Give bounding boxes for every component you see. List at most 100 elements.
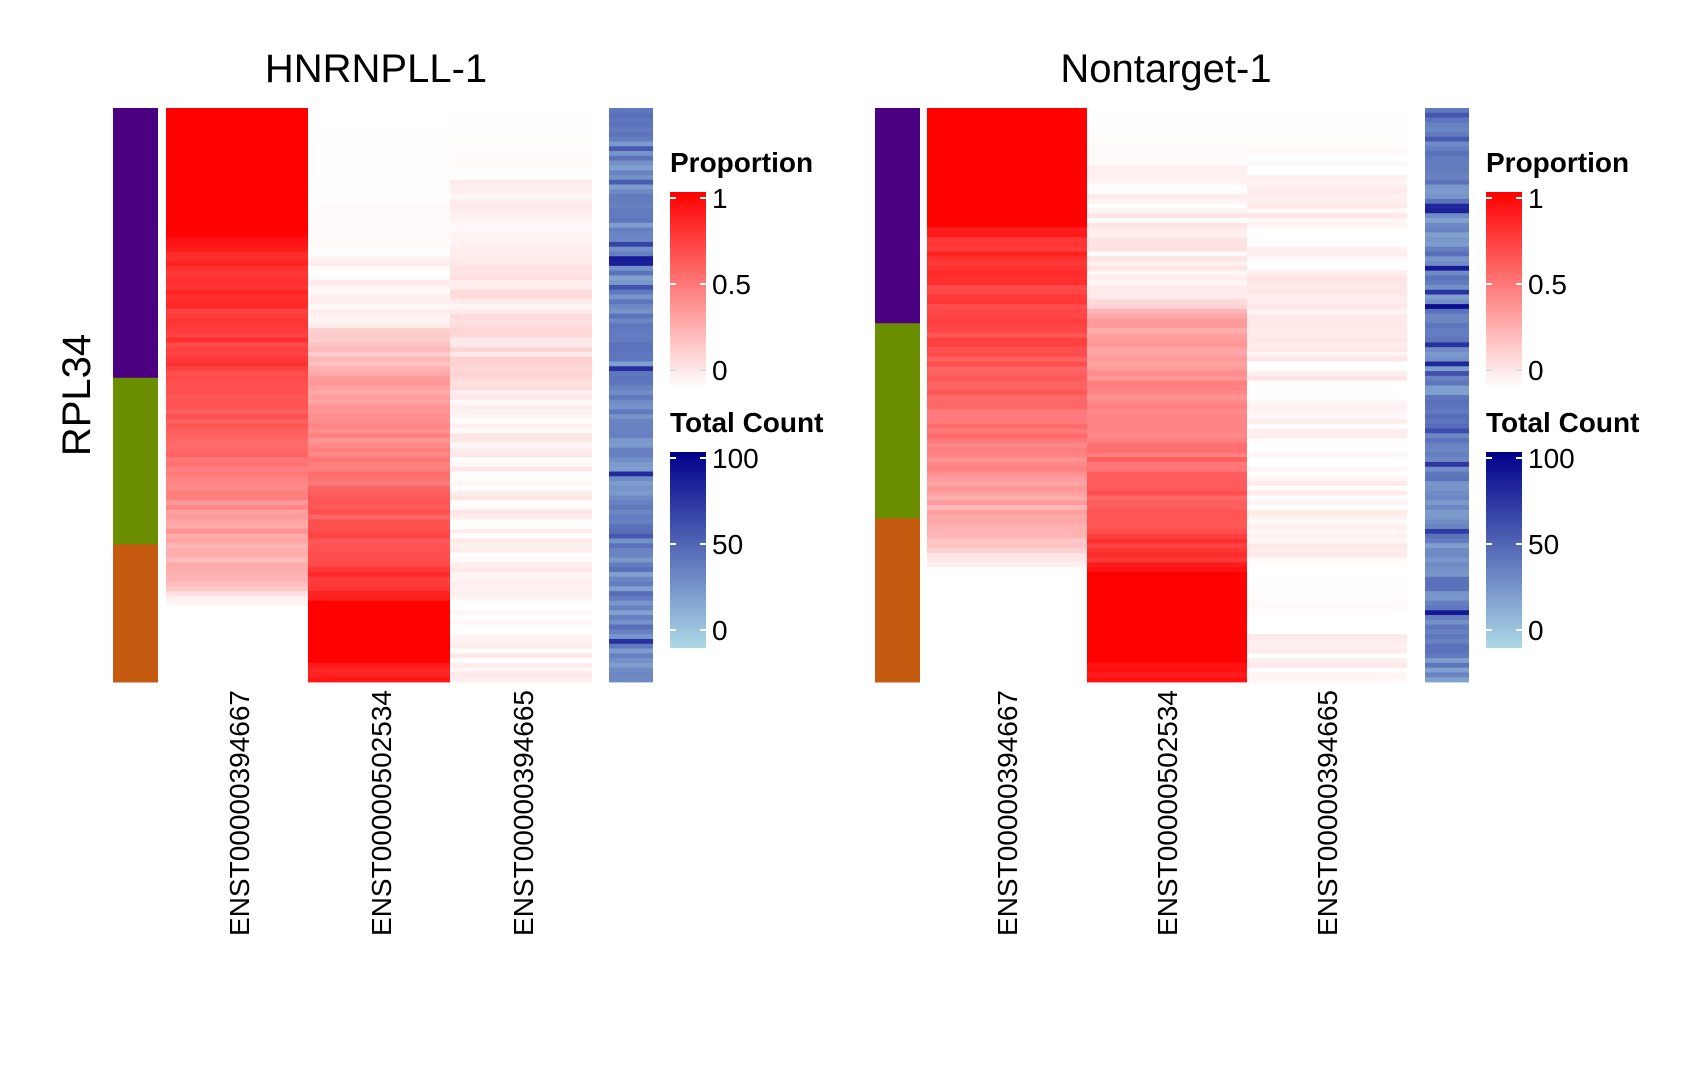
- count-cell: [609, 552, 653, 559]
- count-cell: [609, 203, 653, 209]
- count-cell: [1425, 615, 1469, 621]
- count-cell: [609, 184, 653, 190]
- heatmap-cell: [308, 605, 450, 611]
- heatmap-cell: [1087, 203, 1247, 209]
- count-cell: [609, 615, 653, 621]
- heatmap-cell: [450, 595, 592, 602]
- heatmap-cell: [166, 414, 308, 420]
- heatmap-cell: [308, 213, 450, 219]
- heatmap-cell: [927, 538, 1087, 544]
- count-cell: [609, 198, 653, 205]
- count-cell: [609, 605, 653, 611]
- heatmap-cell: [450, 457, 592, 463]
- count-cell: [1425, 380, 1469, 386]
- heatmap-cell: [1087, 672, 1247, 678]
- count-cell: [1425, 409, 1469, 415]
- count-cell: [609, 189, 653, 195]
- heatmap-cell: [1247, 146, 1407, 152]
- heatmap-cell: [1087, 385, 1247, 391]
- heatmap-cell: [1247, 380, 1407, 386]
- heatmap-cell: [308, 251, 450, 257]
- heatmap-cell: [1087, 533, 1247, 539]
- count-cell: [609, 452, 653, 458]
- heatmap-cell: [1087, 662, 1247, 669]
- heatmap-cell: [450, 605, 592, 611]
- heatmap-cell: [308, 375, 450, 382]
- heatmap-cell: [1087, 414, 1247, 420]
- heatmap-cell: [1247, 509, 1407, 515]
- count-cell: [609, 122, 653, 128]
- heatmap-cell: [308, 270, 450, 276]
- count-cell: [609, 471, 653, 477]
- heatmap-cell: [166, 160, 308, 166]
- count-cell: [1425, 208, 1469, 214]
- heatmap-cell: [308, 576, 450, 582]
- heatmap-cell: [166, 667, 308, 673]
- heatmap-cell: [1247, 595, 1407, 602]
- heatmap-cell: [927, 194, 1087, 200]
- heatmap-cell: [1087, 131, 1247, 138]
- heatmap-cell: [450, 265, 592, 272]
- count-cell: [609, 662, 653, 669]
- heatmap-cell: [927, 356, 1087, 362]
- count-cell: [1425, 151, 1469, 157]
- heatmap-cell: [927, 399, 1087, 405]
- heatmap-cell: [1087, 452, 1247, 458]
- heatmap-cell: [308, 595, 450, 602]
- count-cell: [609, 347, 653, 353]
- heatmap-cell: [450, 151, 592, 157]
- heatmap-cell: [927, 189, 1087, 195]
- heatmap-cell: [927, 452, 1087, 458]
- heatmap-cell: [1247, 677, 1407, 683]
- heatmap-cell: [927, 318, 1087, 324]
- count-cell: [609, 280, 653, 286]
- heatmap-cell: [450, 619, 592, 625]
- heatmap-cell: [166, 461, 308, 468]
- heatmap-cell: [1087, 261, 1247, 267]
- heatmap-cell: [308, 538, 450, 544]
- heatmap-cell: [308, 500, 450, 506]
- count-cell: [1425, 605, 1469, 611]
- heatmap-cell: [1087, 323, 1247, 329]
- heatmap-cell: [450, 131, 592, 138]
- heatmap-cell: [1087, 189, 1247, 195]
- heatmap-cell: [166, 127, 308, 133]
- heatmap-cell: [450, 313, 592, 319]
- count-cell: [1425, 528, 1469, 535]
- heatmap-cell: [1247, 581, 1407, 587]
- heatmap-cell: [308, 548, 450, 554]
- count-cell: [609, 643, 653, 649]
- heatmap-cell: [1087, 194, 1247, 200]
- heatmap-cell: [927, 170, 1087, 176]
- column-label: ENST00000394665: [508, 690, 539, 936]
- heatmap-cell: [1087, 595, 1247, 602]
- count-cell: [1425, 423, 1469, 429]
- count-cell: [609, 375, 653, 382]
- count-cell: [1425, 131, 1469, 138]
- heatmap-cell: [166, 265, 308, 272]
- count-cell: [609, 457, 653, 463]
- heatmap-cell: [1087, 112, 1247, 118]
- count-cell: [1425, 667, 1469, 673]
- heatmap-cell: [450, 567, 592, 573]
- count-cell: [609, 610, 653, 616]
- count-cell: [1425, 222, 1469, 228]
- count-cell: [609, 409, 653, 415]
- heatmap-cell: [927, 476, 1087, 482]
- heatmap-cell: [308, 557, 450, 563]
- heatmap-cell: [1087, 624, 1247, 630]
- heatmap-cell: [166, 457, 308, 463]
- proportion-legend: Proportion 1 0.5 0: [670, 147, 813, 388]
- heatmap-cell: [1247, 672, 1407, 678]
- heatmap-cell: [1087, 308, 1247, 315]
- heatmap-cell: [308, 528, 450, 535]
- heatmap-cell: [927, 256, 1087, 262]
- heatmap-cell: [1087, 395, 1247, 401]
- heatmap-cell: [1087, 519, 1247, 525]
- proportion-heatmap: [166, 108, 592, 683]
- heatmap-cell: [927, 524, 1087, 530]
- heatmap-cell: [450, 127, 592, 133]
- heatmap-cell: [927, 471, 1087, 477]
- count-cell: [609, 395, 653, 401]
- heatmap-cell: [927, 677, 1087, 683]
